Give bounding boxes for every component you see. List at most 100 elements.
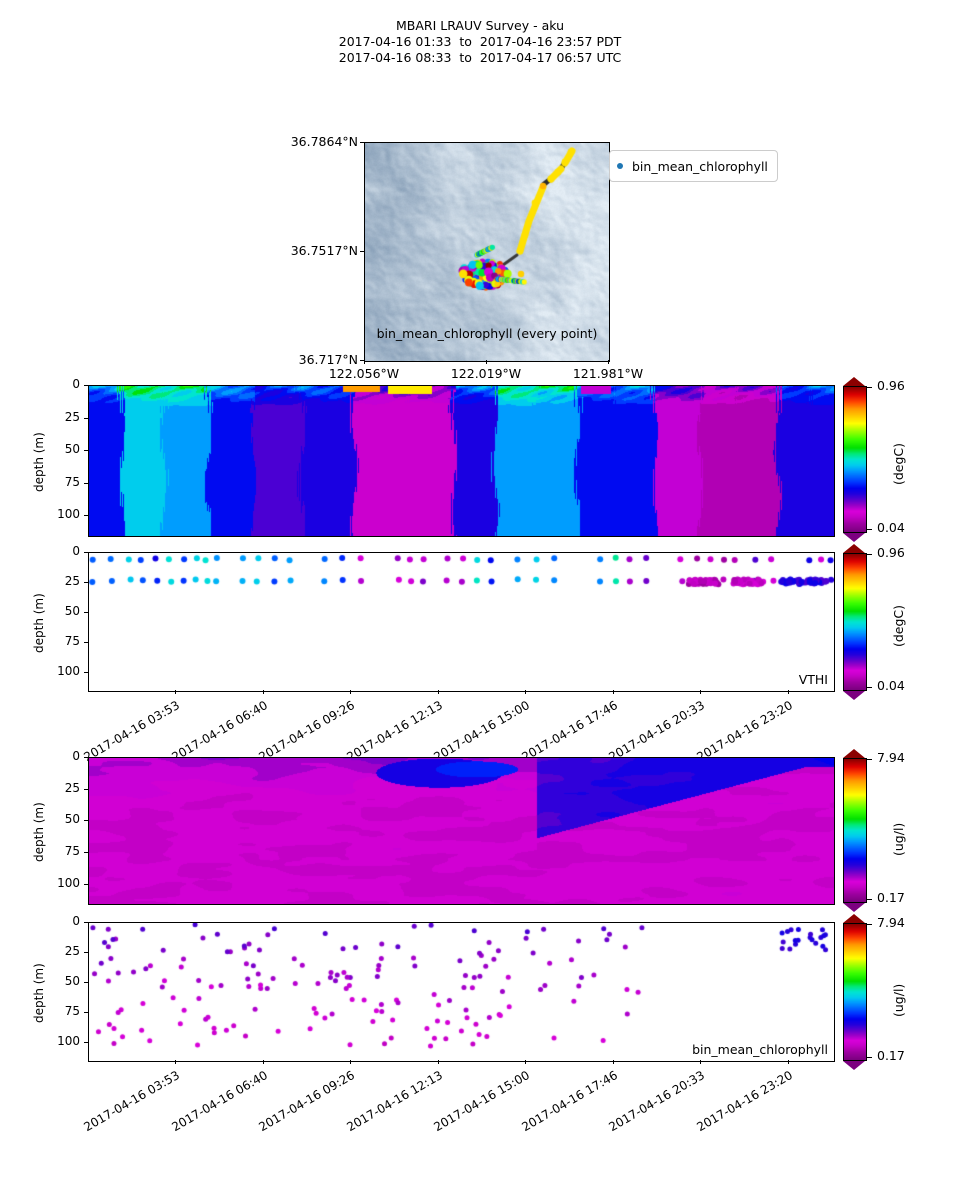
panel-temp-scatter[interactable]: VTHI <box>88 552 835 692</box>
time-tick <box>437 690 439 694</box>
colorbar-gradient <box>843 386 867 533</box>
time-tick <box>525 690 527 694</box>
cb-chl-scatter[interactable]: 7.94 0.17 (ug/l) <box>843 914 906 1070</box>
colorbar-min-tick <box>866 687 872 688</box>
colorbar-min-label: 0.04 <box>877 678 905 693</box>
depth-tick <box>84 982 88 983</box>
depth-tick <box>84 582 88 583</box>
panel-temp-contour-canvas <box>89 386 834 536</box>
time-tick <box>612 1060 614 1064</box>
depth-tick-label: 100 <box>57 875 80 890</box>
map-ytick-label: 36.717°N <box>298 352 358 367</box>
time-tick <box>612 690 614 694</box>
colorbar-extend-bottom-icon <box>843 903 865 912</box>
page-title: MBARI LRAUV Survey - aku 2017-04-16 01:3… <box>0 18 960 66</box>
panel-chl-contour-canvas <box>89 758 834 904</box>
depth-tick <box>84 757 88 758</box>
colorbar-unit-label: (degC) <box>891 604 906 647</box>
cb-temp-scatter[interactable]: 0.96 0.04 (degC) <box>843 544 906 700</box>
panel-chl-contour[interactable] <box>88 757 835 905</box>
survey-map[interactable]: bin_mean_chlorophyll (every point) <box>364 142 610 362</box>
map-ytick-label: 36.7864°N <box>290 134 358 149</box>
cb-temp-contour[interactable]: 0.96 0.04 (degC) <box>843 377 906 542</box>
colorbar-gradient <box>843 758 867 903</box>
y-axis-label: depth (m) <box>32 593 46 653</box>
map-ytick-label: 36.7517°N <box>290 243 358 258</box>
colorbar-gradient <box>843 923 867 1061</box>
legend-label: bin_mean_chlorophyll <box>632 158 768 174</box>
depth-tick <box>84 515 88 517</box>
colorbar-min-tick <box>866 899 872 900</box>
colorbar-extend-bottom-icon <box>843 533 865 542</box>
title-line-3: 2017-04-16 08:33 to 2017-04-17 06:57 UTC <box>338 50 622 65</box>
time-tick <box>525 1060 527 1064</box>
depth-tick <box>84 1012 88 1013</box>
depth-tick-label: 0 <box>72 749 80 763</box>
depth-tick <box>84 788 88 790</box>
colorbar-min-label: 0.04 <box>877 520 905 535</box>
y-axis-label: depth (m) <box>32 963 46 1023</box>
panel-annotation: bin_mean_chlorophyll <box>692 1042 828 1057</box>
depth-tick-label: 0 <box>72 377 80 391</box>
colorbar-min-label: 0.17 <box>877 1048 905 1063</box>
map-ytick <box>360 251 364 252</box>
time-tick <box>700 690 702 694</box>
colorbar-max-label: 0.96 <box>877 378 905 393</box>
colorbar-min-label: 0.17 <box>877 890 905 905</box>
time-tick <box>350 690 352 694</box>
time-tick <box>175 1060 177 1064</box>
map-legend[interactable]: bin_mean_chlorophyll <box>609 150 778 182</box>
colorbar-max-tick <box>866 759 872 760</box>
map-xtick <box>364 360 365 364</box>
time-tick <box>350 1060 352 1064</box>
title-line-1: MBARI LRAUV Survey - aku <box>396 18 564 33</box>
map-xtick <box>608 360 609 364</box>
depth-tick-label: 75 <box>64 474 80 489</box>
colorbar-extend-top-icon <box>843 914 865 923</box>
depth-tick <box>84 883 88 885</box>
time-tick <box>700 1060 702 1064</box>
colorbar-extend-top-icon <box>843 544 865 553</box>
map-annotation: bin_mean_chlorophyll (every point) <box>376 326 598 341</box>
depth-tick <box>84 482 88 484</box>
panel-annotation: VTHI <box>798 672 828 687</box>
colorbar-max-tick <box>866 924 872 925</box>
map-xtick-label: 121.981°W <box>572 366 644 381</box>
time-tick <box>437 1060 439 1064</box>
depth-tick <box>84 385 88 386</box>
legend-marker-icon <box>617 163 623 169</box>
depth-tick-label: 25 <box>64 574 80 588</box>
y-axis-label: depth (m) <box>32 802 46 862</box>
map-terrain-canvas <box>365 143 609 361</box>
depth-tick-label: 75 <box>64 844 80 859</box>
depth-tick <box>84 820 88 822</box>
colorbar-min-tick <box>866 529 872 530</box>
colorbar-max-tick <box>866 554 872 555</box>
depth-tick-label: 75 <box>64 1004 80 1018</box>
panel-temp-scatter-canvas <box>89 553 834 691</box>
time-tick <box>787 690 789 694</box>
colorbar-extend-top-icon <box>843 749 865 758</box>
depth-tick-label: 25 <box>64 780 80 795</box>
time-tick <box>787 1060 789 1064</box>
depth-tick <box>84 922 88 923</box>
depth-tick <box>84 672 88 673</box>
depth-tick-label: 0 <box>72 914 80 928</box>
map-xtick-label: 122.056°W <box>328 366 400 381</box>
depth-tick <box>84 952 88 953</box>
depth-tick-label: 50 <box>64 812 80 827</box>
depth-tick <box>84 417 88 419</box>
cb-chl-contour[interactable]: 7.94 0.17 (ug/l) <box>843 749 906 912</box>
depth-tick-label: 100 <box>57 664 80 678</box>
colorbar-extend-top-icon <box>843 377 865 386</box>
panel-chl-scatter[interactable]: bin_mean_chlorophyll <box>88 922 835 1062</box>
map-ytick <box>360 142 364 143</box>
depth-tick <box>84 450 88 452</box>
title-line-2: 2017-04-16 01:33 to 2017-04-16 23:57 PDT <box>338 34 622 49</box>
time-tick <box>262 1060 264 1064</box>
panel-temp-contour[interactable] <box>88 385 835 537</box>
depth-tick <box>84 1042 88 1043</box>
depth-tick-label: 75 <box>64 634 80 648</box>
depth-tick-label: 0 <box>72 544 80 558</box>
depth-tick-label: 25 <box>64 944 80 958</box>
